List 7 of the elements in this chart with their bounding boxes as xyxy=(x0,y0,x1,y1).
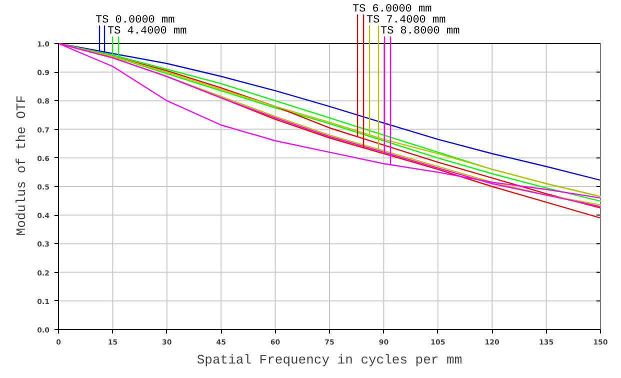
text: TS 0.0000 mm xyxy=(96,14,176,26)
text: TS 7.4000 mm xyxy=(366,14,446,26)
text: TS 8.8000 mm xyxy=(380,26,460,38)
y-axis-title: Modulus of the OTF xyxy=(14,95,30,236)
text: TS 6.0000 mm xyxy=(352,4,432,16)
series-label: TS 4.4000 mm xyxy=(108,26,188,38)
x-axis-title: Spatial Frequency in cycles per mm xyxy=(196,352,462,368)
